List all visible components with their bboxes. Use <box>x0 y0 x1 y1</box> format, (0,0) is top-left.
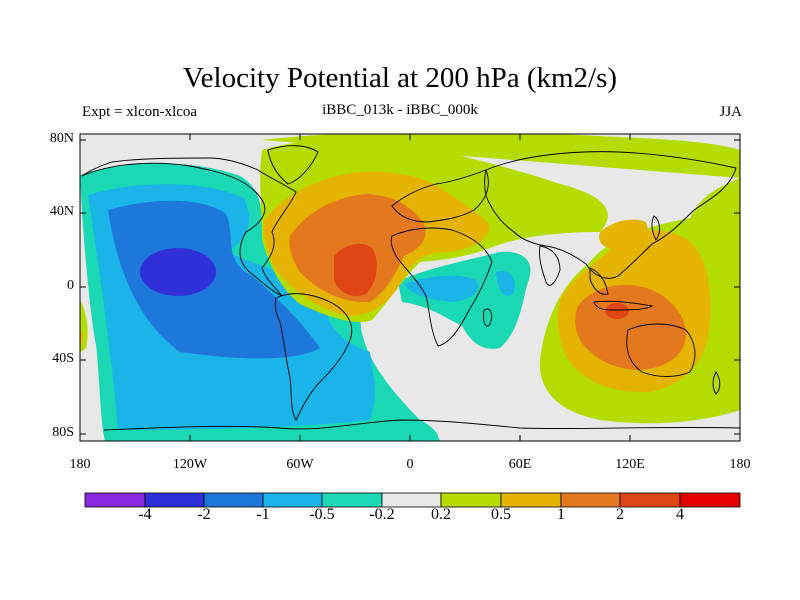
x-tick-label: 180 <box>729 457 751 472</box>
cb-box-0 <box>84 492 146 508</box>
colorbar-label: -1 <box>256 506 270 523</box>
x-tick-label: 60E <box>508 457 532 472</box>
contour-pos-west-edge-2 <box>80 328 83 346</box>
coast-africa <box>390 227 493 347</box>
colorbar-label: 0.5 <box>491 506 511 523</box>
x-tick-label: 120W <box>172 457 208 472</box>
colorbar-label: -0.2 <box>369 506 395 523</box>
cb-box-7 <box>500 492 562 508</box>
y-tick-label: 0 <box>67 278 74 293</box>
cb-box-10 <box>679 492 741 508</box>
x-tick-label: 0 <box>406 457 414 472</box>
difference-label: iBBC_013k - iBBC_000k <box>322 102 478 118</box>
cb-box-9 <box>619 492 681 508</box>
coast-greenland <box>267 145 319 185</box>
coastlines <box>81 145 740 431</box>
y-ticks <box>80 139 740 435</box>
cb-box-3 <box>262 492 323 508</box>
x-ticks <box>79 134 741 441</box>
y-tick-label: 40N <box>49 204 74 219</box>
coast-europe <box>391 169 489 223</box>
x-tick-label: 180 <box>69 457 91 472</box>
colorbar-label: 4 <box>676 506 684 523</box>
cb-box-1 <box>144 492 205 508</box>
cb-box-2 <box>203 492 264 508</box>
x-tick-label: 60W <box>286 457 314 472</box>
colorbar-label: 0.2 <box>431 506 451 523</box>
plot-title: Velocity Potential at 200 hPa (km2/s) <box>182 62 618 94</box>
season-label: JJA <box>719 104 742 120</box>
coast-asia <box>484 151 737 279</box>
colorbar-label: -0.5 <box>309 506 335 523</box>
coast-japan <box>651 215 661 241</box>
contour-pos-asia-1 <box>575 284 687 370</box>
coast-indonesia <box>593 300 654 311</box>
contour-pos-asia-0.5b <box>599 219 648 250</box>
y-tick-label: 80S <box>52 425 74 440</box>
coast-australia <box>626 323 696 377</box>
y-tick-label: 40S <box>52 351 74 366</box>
coast-south-america <box>274 293 353 421</box>
coast-north-america <box>81 157 297 297</box>
contour-neg-2 <box>140 248 216 296</box>
contour-field <box>80 134 740 441</box>
coast-antarctica <box>103 419 740 431</box>
experiment-label: Expt = xlcon-xlcoa <box>82 104 198 120</box>
cb-box-6 <box>440 492 502 508</box>
coast-new-zealand <box>712 371 721 395</box>
neutral-south <box>433 364 560 441</box>
colorbar-label: -4 <box>138 506 152 523</box>
contour-neg-africa-2 <box>404 275 479 302</box>
cb-box-4 <box>321 492 383 508</box>
coast-india <box>539 245 561 286</box>
contour-pos-2 <box>334 243 377 297</box>
coast-madagascar <box>483 308 493 327</box>
colorbar <box>84 492 741 508</box>
contour-pos-asia-2 <box>605 303 629 319</box>
cb-box-8 <box>560 492 621 508</box>
colorbar-label: 1 <box>557 506 565 523</box>
cb-box-5 <box>381 492 442 508</box>
colorbar-label: 2 <box>616 506 624 523</box>
colorbar-label: -2 <box>197 506 211 523</box>
y-tick-label: 80N <box>49 131 74 146</box>
x-tick-label: 120E <box>615 457 645 472</box>
coast-se-asia <box>589 267 609 295</box>
contour-neg-africa-3 <box>496 270 515 296</box>
